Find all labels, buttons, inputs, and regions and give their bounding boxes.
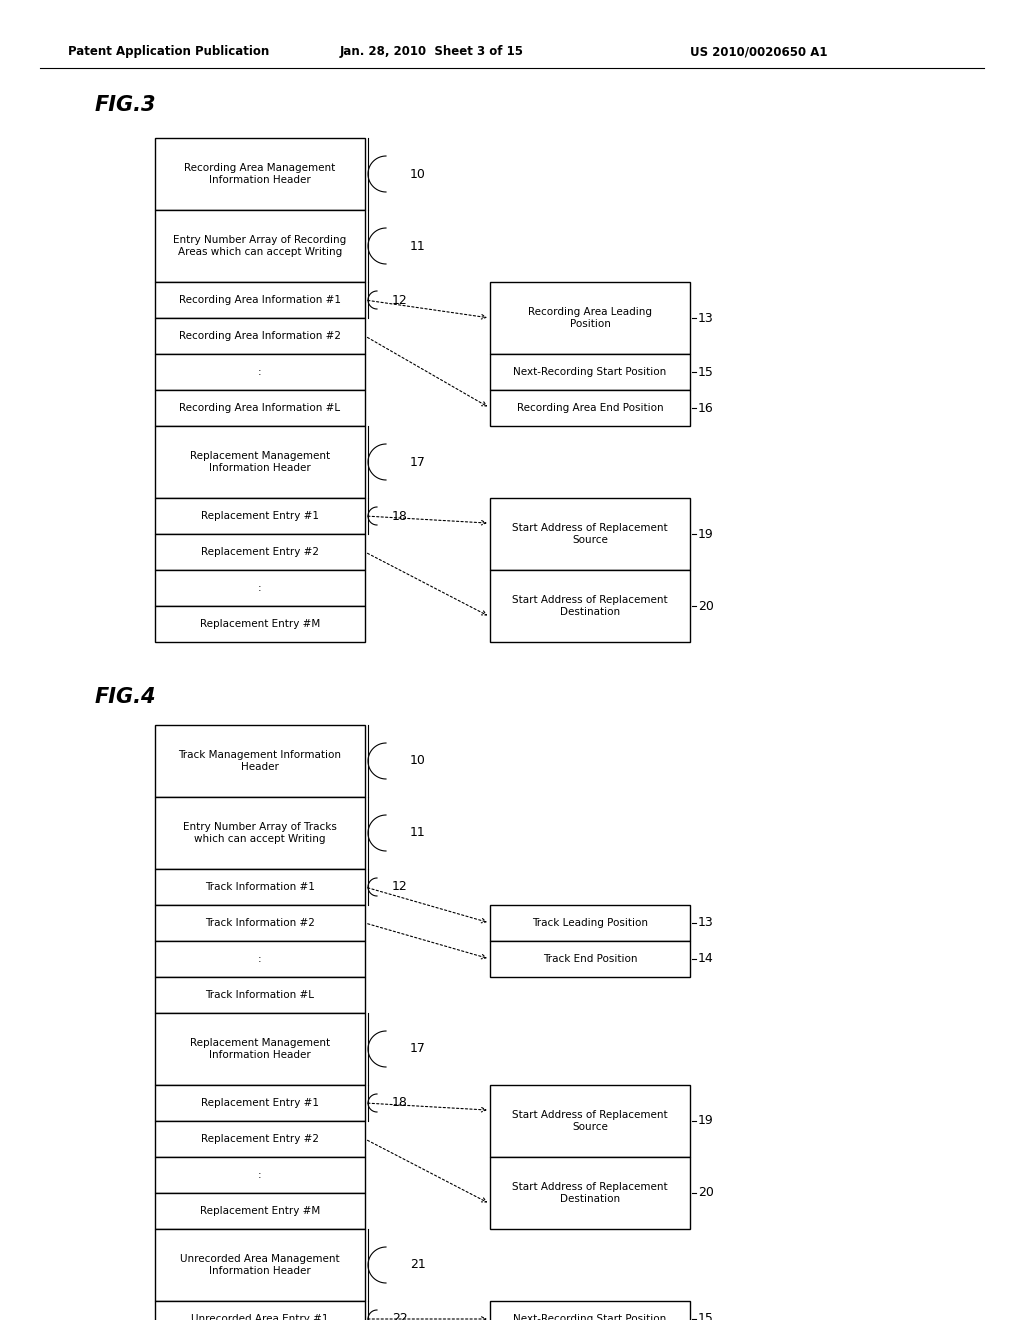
Bar (490, 282, 690, 354)
Bar (490, 498, 690, 570)
Text: Track Information #1: Track Information #1 (205, 882, 315, 892)
Text: 10: 10 (410, 755, 426, 767)
Text: 17: 17 (410, 1043, 426, 1056)
Text: 11: 11 (410, 826, 426, 840)
Text: 19: 19 (698, 528, 714, 540)
Bar (155, 570, 365, 606)
Text: Next-Recording Start Position: Next-Recording Start Position (513, 367, 667, 378)
Text: Recording Area Information #1: Recording Area Information #1 (179, 294, 341, 305)
Bar (490, 1085, 690, 1158)
Text: Start Address of Replacement
Destination: Start Address of Replacement Destination (512, 595, 668, 616)
Text: Replacement Entry #M: Replacement Entry #M (200, 1206, 321, 1216)
Text: 16: 16 (698, 401, 714, 414)
Text: Track End Position: Track End Position (543, 954, 637, 964)
Bar (155, 210, 365, 282)
Text: Recording Area Leading
Position: Recording Area Leading Position (528, 308, 652, 329)
Text: 20: 20 (698, 1187, 714, 1200)
Text: 13: 13 (698, 312, 714, 325)
Bar (155, 426, 365, 498)
Text: 18: 18 (392, 1097, 408, 1110)
Text: Replacement Entry #2: Replacement Entry #2 (201, 1134, 319, 1144)
Text: 15: 15 (698, 1312, 714, 1320)
Text: 14: 14 (698, 953, 714, 965)
Bar (490, 941, 690, 977)
Bar (155, 906, 365, 941)
Bar (155, 535, 365, 570)
Text: Track Information #L: Track Information #L (206, 990, 314, 1001)
Bar (155, 1229, 365, 1302)
Text: 17: 17 (410, 455, 426, 469)
Bar (155, 282, 365, 318)
Bar (155, 354, 365, 389)
Text: 15: 15 (698, 366, 714, 379)
Text: 18: 18 (392, 510, 408, 523)
Text: Unrecorded Area Entry #1: Unrecorded Area Entry #1 (191, 1313, 329, 1320)
Text: :: : (258, 583, 262, 593)
Text: Unrecorded Area Management
Information Header: Unrecorded Area Management Information H… (180, 1254, 340, 1276)
Text: 10: 10 (410, 168, 426, 181)
Bar (155, 977, 365, 1012)
Bar (490, 1158, 690, 1229)
Text: Start Address of Replacement
Source: Start Address of Replacement Source (512, 1110, 668, 1131)
Bar (155, 869, 365, 906)
Bar (155, 941, 365, 977)
Text: Start Address of Replacement
Source: Start Address of Replacement Source (512, 523, 668, 545)
Text: :: : (258, 954, 262, 964)
Text: Replacement Entry #1: Replacement Entry #1 (201, 1098, 319, 1107)
Text: 13: 13 (698, 916, 714, 929)
Bar (155, 318, 365, 354)
Bar (155, 1302, 365, 1320)
Text: US 2010/0020650 A1: US 2010/0020650 A1 (690, 45, 827, 58)
Text: Start Address of Replacement
Destination: Start Address of Replacement Destination (512, 1183, 668, 1204)
Bar (490, 354, 690, 389)
Text: Replacement Management
Information Header: Replacement Management Information Heade… (189, 451, 330, 473)
Text: Track Information #2: Track Information #2 (205, 917, 315, 928)
Text: Next-Recording Start Position: Next-Recording Start Position (513, 1313, 667, 1320)
Text: Track Management Information
Header: Track Management Information Header (178, 750, 341, 772)
Bar (490, 906, 690, 941)
Text: Track Leading Position: Track Leading Position (532, 917, 648, 928)
Text: 12: 12 (392, 880, 408, 894)
Text: Patent Application Publication: Patent Application Publication (68, 45, 269, 58)
Text: FIG.3: FIG.3 (95, 95, 157, 115)
Bar (155, 725, 365, 797)
Bar (155, 1121, 365, 1158)
Text: Recording Area Management
Information Header: Recording Area Management Information He… (184, 164, 336, 185)
Text: FIG.4: FIG.4 (95, 686, 157, 708)
Text: Recording Area Information #L: Recording Area Information #L (179, 403, 341, 413)
Bar (155, 797, 365, 869)
Text: Jan. 28, 2010  Sheet 3 of 15: Jan. 28, 2010 Sheet 3 of 15 (340, 45, 524, 58)
Text: Entry Number Array of Tracks
which can accept Writing: Entry Number Array of Tracks which can a… (183, 822, 337, 843)
Text: Replacement Management
Information Header: Replacement Management Information Heade… (189, 1039, 330, 1060)
Text: 19: 19 (698, 1114, 714, 1127)
Bar (490, 1302, 690, 1320)
Text: 12: 12 (392, 293, 408, 306)
Text: Replacement Entry #1: Replacement Entry #1 (201, 511, 319, 521)
Text: :: : (258, 1170, 262, 1180)
Text: 20: 20 (698, 599, 714, 612)
Text: :: : (258, 367, 262, 378)
Text: 21: 21 (410, 1258, 426, 1271)
Text: Recording Area End Position: Recording Area End Position (517, 403, 664, 413)
Bar (155, 389, 365, 426)
Text: 11: 11 (410, 239, 426, 252)
Bar (155, 606, 365, 642)
Text: 22: 22 (392, 1312, 408, 1320)
Bar (155, 1158, 365, 1193)
Text: Entry Number Array of Recording
Areas which can accept Writing: Entry Number Array of Recording Areas wh… (173, 235, 347, 257)
Text: Recording Area Information #2: Recording Area Information #2 (179, 331, 341, 341)
Bar (490, 570, 690, 642)
Bar (155, 1085, 365, 1121)
Text: Replacement Entry #M: Replacement Entry #M (200, 619, 321, 630)
Bar (155, 139, 365, 210)
Bar (155, 1012, 365, 1085)
Bar (490, 389, 690, 426)
Bar (155, 1193, 365, 1229)
Bar (155, 498, 365, 535)
Text: Replacement Entry #2: Replacement Entry #2 (201, 546, 319, 557)
